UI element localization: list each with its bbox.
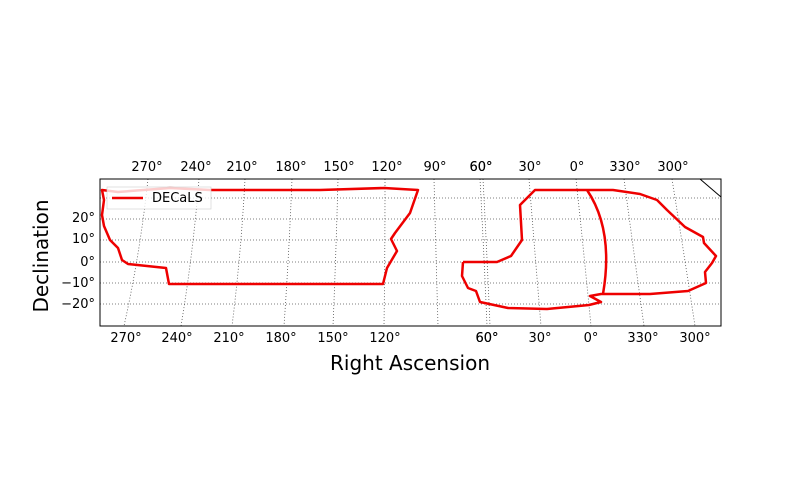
bottom-ra-tick-label: 30° (528, 331, 551, 346)
ra-meridian-300 (671, 179, 696, 326)
top-ra-tick-label: 90° (423, 160, 446, 175)
legend-box (106, 186, 212, 210)
projection-boundary (699, 178, 722, 198)
top-ra-tick-label: 180° (275, 160, 306, 175)
dec-tick-label: −10° (61, 276, 95, 291)
top-ra-tick-label: 60° (469, 160, 492, 175)
dec-tick-label: 20° (72, 211, 95, 226)
dec-tick-label: 0° (80, 255, 95, 270)
graticule (100, 179, 721, 326)
y-axis-label: Declination (29, 199, 53, 312)
bottom-ra-tick-label: 180° (265, 331, 296, 346)
top-ra-tick-label: 150° (323, 160, 354, 175)
bottom-ra-tick-label: 150° (317, 331, 348, 346)
dec-tick-label: 10° (72, 232, 95, 247)
dec-tick-label: −20° (61, 297, 95, 312)
x-axis-label: Right Ascension (330, 351, 490, 375)
top-ra-tick-label: 300° (657, 160, 688, 175)
legend-label-decals: DECaLS (152, 191, 203, 206)
top-ra-tick-label: 60° (469, 160, 492, 175)
series-layer (100, 186, 718, 311)
top-ra-tick-labels: 270° 240° 210° 180° 150° 120° 90° 60°60° 30° 0° 33… (131, 160, 688, 175)
bottom-ra-tick-label: 270° (110, 331, 141, 346)
bottom-ra-tick-label: 240° (161, 331, 192, 346)
legend: DECaLS (106, 186, 212, 210)
top-ra-tick-label: 240° (180, 160, 211, 175)
bottom-ra-tick-labels: 270° 240° 210° 180° 150° 120° 60°60° 30° 0° 330° 3… (110, 331, 710, 346)
top-ra-tick-label: 210° (226, 160, 257, 175)
ra-meridian-120 (383, 179, 386, 326)
bottom-ra-tick-label: 0° (584, 331, 599, 346)
bottom-ra-tick-label: 120° (369, 331, 400, 346)
footprint-outline-ngc (100, 186, 420, 286)
plot-frame (99, 178, 722, 327)
top-ra-tick-label: 330° (609, 160, 640, 175)
top-ra-tick-label: 270° (131, 160, 162, 175)
footprint-outline-sgc (460, 188, 718, 311)
dec-tick-labels: 20° 10° 0° −10° −20° (61, 211, 95, 312)
ra-meridian-180 (283, 179, 293, 326)
bottom-ra-tick-label: 60° (475, 331, 498, 346)
bottom-ra-tick-label: 60° (475, 331, 498, 346)
bottom-ra-tick-label: 330° (627, 331, 658, 346)
top-ra-tick-label: 120° (371, 160, 402, 175)
bottom-ra-tick-label: 300° (679, 331, 710, 346)
top-ra-tick-label: 30° (518, 160, 541, 175)
top-ra-tick-label: 0° (570, 160, 585, 175)
bottom-ra-tick-label: 210° (213, 331, 244, 346)
